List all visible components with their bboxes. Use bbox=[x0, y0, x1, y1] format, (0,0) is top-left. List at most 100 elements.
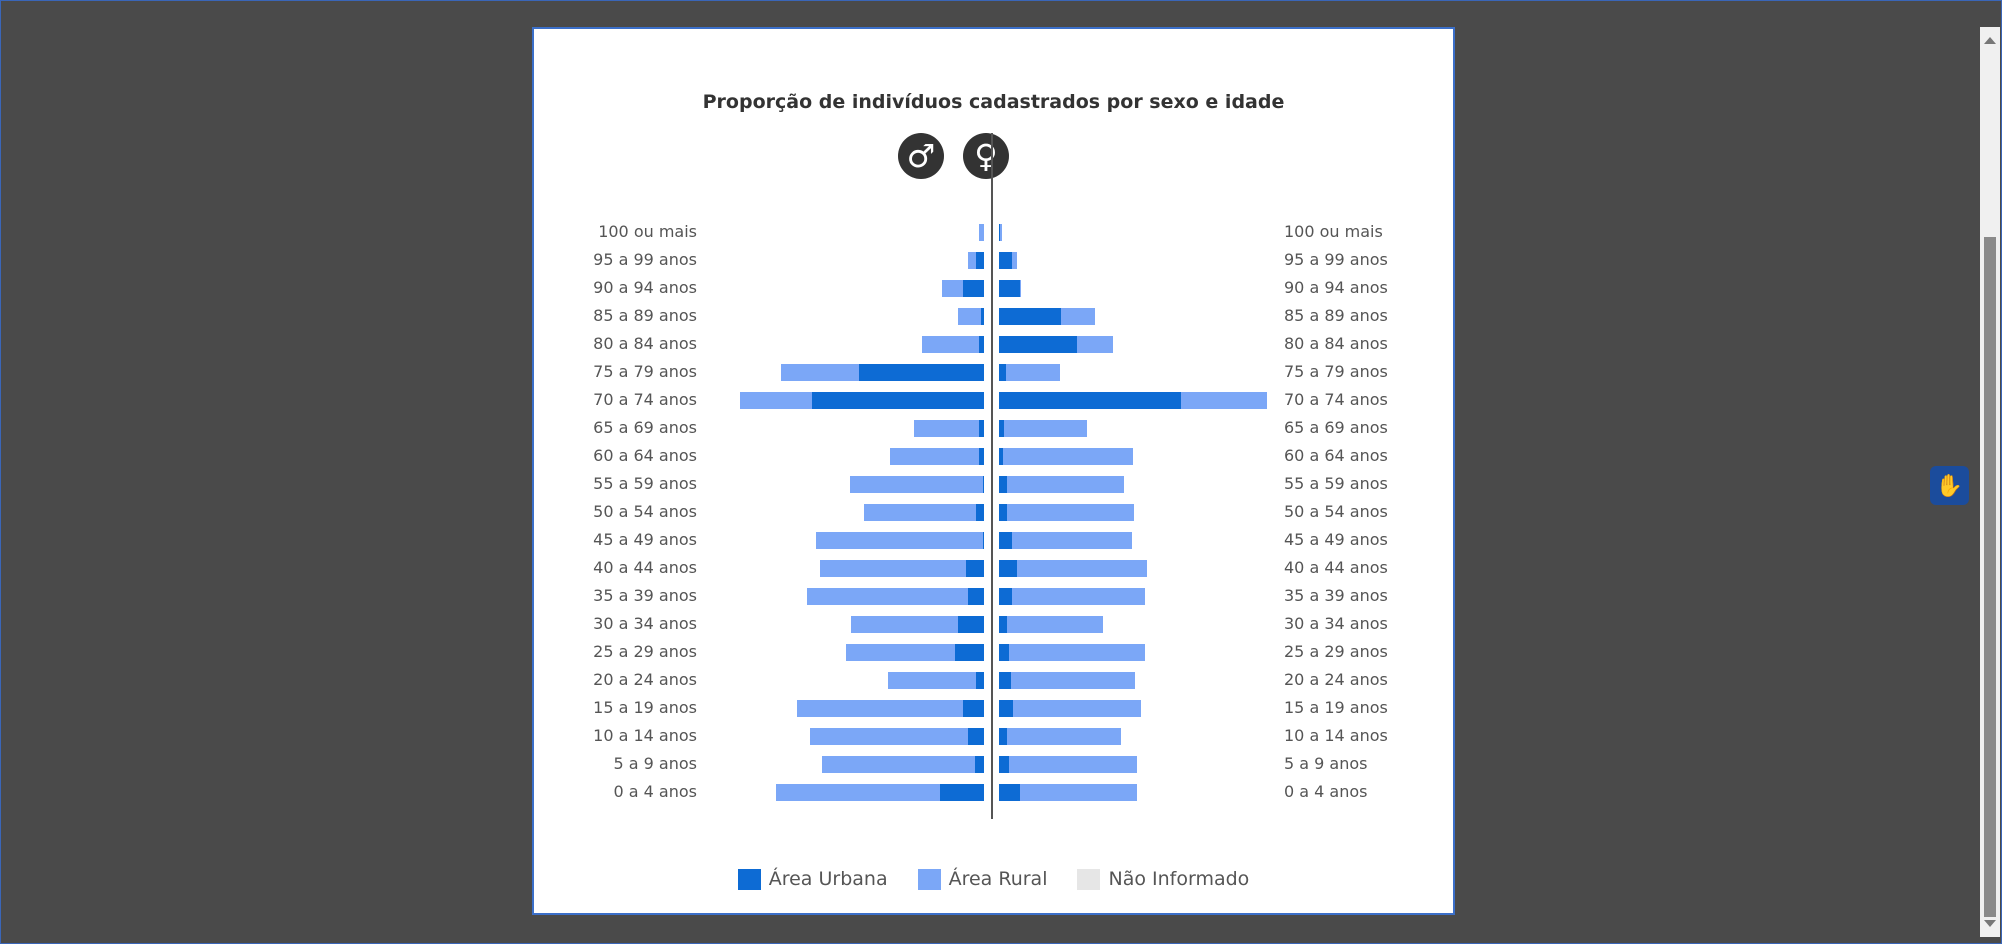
bar-male-rural[interactable] bbox=[776, 783, 940, 801]
age-label-right: 5 a 9 anos bbox=[1284, 754, 1368, 773]
bar-male-urbana[interactable] bbox=[978, 447, 984, 465]
bar-male-urbana[interactable] bbox=[978, 335, 984, 353]
bar-male-rural[interactable] bbox=[809, 727, 969, 745]
bar-female-urbana[interactable] bbox=[999, 307, 1062, 325]
bar-male-urbana[interactable] bbox=[976, 503, 984, 521]
bar-female-rural[interactable] bbox=[1009, 755, 1137, 773]
bar-male-urbana[interactable] bbox=[812, 391, 984, 409]
bar-male-urbana[interactable] bbox=[978, 419, 984, 437]
bar-male-urbana[interactable] bbox=[965, 559, 984, 577]
bar-female-rural[interactable] bbox=[1012, 531, 1132, 549]
bar-female-urbana[interactable] bbox=[999, 643, 1010, 661]
bar-female-urbana[interactable] bbox=[999, 363, 1006, 381]
bar-male-rural[interactable] bbox=[816, 531, 983, 549]
bar-female-urbana[interactable] bbox=[999, 727, 1007, 745]
bar-female-urbana[interactable] bbox=[999, 531, 1012, 549]
bar-female-urbana[interactable] bbox=[999, 419, 1005, 437]
bar-male-urbana[interactable] bbox=[968, 727, 984, 745]
legend-label-urbana: Área Urbana bbox=[768, 868, 888, 890]
age-label-left: 95 a 99 anos bbox=[593, 250, 697, 269]
bar-male-rural[interactable] bbox=[921, 335, 979, 353]
bar-female-urbana[interactable] bbox=[999, 391, 1181, 409]
scroll-down-arrow-icon[interactable] bbox=[1984, 920, 1996, 927]
bar-female-urbana[interactable] bbox=[999, 335, 1077, 353]
bar-female-urbana[interactable] bbox=[999, 783, 1020, 801]
bar-female-urbana[interactable] bbox=[999, 503, 1007, 521]
bar-female-rural[interactable] bbox=[1019, 783, 1137, 801]
bar-male-rural[interactable] bbox=[887, 671, 977, 689]
bar-male-urbana[interactable] bbox=[976, 251, 984, 269]
bar-male-urbana[interactable] bbox=[963, 699, 984, 717]
bar-female-rural[interactable] bbox=[1013, 699, 1141, 717]
bar-female-urbana[interactable] bbox=[999, 475, 1007, 493]
bar-female-urbana[interactable] bbox=[999, 447, 1003, 465]
bar-male-rural[interactable] bbox=[942, 279, 964, 297]
bar-female-rural[interactable] bbox=[1017, 559, 1148, 577]
bar-male-rural[interactable] bbox=[820, 559, 966, 577]
scroll-up-arrow-icon[interactable] bbox=[1984, 37, 1996, 44]
bar-male-rural[interactable] bbox=[890, 447, 979, 465]
page-scrollbar[interactable] bbox=[1980, 27, 2000, 937]
bar-male-urbana[interactable] bbox=[955, 643, 984, 661]
bar-female-urbana[interactable] bbox=[999, 223, 1001, 241]
bar-female-rural[interactable] bbox=[1012, 251, 1018, 269]
bar-male-urbana[interactable] bbox=[974, 755, 984, 773]
bar-female-urbana[interactable] bbox=[999, 279, 1020, 297]
bar-female-rural[interactable] bbox=[1010, 671, 1136, 689]
bar-female-rural[interactable] bbox=[1181, 391, 1267, 409]
bar-male-urbana[interactable] bbox=[981, 307, 984, 325]
bar-female-rural[interactable] bbox=[1006, 503, 1135, 521]
scrollbar-thumb[interactable] bbox=[1984, 237, 1996, 917]
bar-male-urbana[interactable] bbox=[968, 587, 984, 605]
bar-male-rural[interactable] bbox=[851, 615, 958, 633]
bar-male-rural[interactable] bbox=[958, 307, 982, 325]
bar-female-rural[interactable] bbox=[1006, 615, 1103, 633]
bar-male-rural[interactable] bbox=[850, 475, 983, 493]
bar-male-rural[interactable] bbox=[796, 699, 964, 717]
bar-female-rural[interactable] bbox=[1006, 727, 1122, 745]
bar-male-rural[interactable] bbox=[864, 503, 977, 521]
bar-male-rural[interactable] bbox=[739, 391, 813, 409]
bar-female-rural[interactable] bbox=[1009, 643, 1145, 661]
bar-female-rural[interactable] bbox=[1012, 587, 1145, 605]
age-label-left: 0 a 4 anos bbox=[613, 782, 698, 801]
bar-male-urbana[interactable] bbox=[982, 531, 984, 549]
bar-male-rural[interactable] bbox=[846, 643, 956, 661]
age-label-right: 30 a 34 anos bbox=[1284, 614, 1388, 633]
age-label-right: 65 a 69 anos bbox=[1284, 418, 1388, 437]
bar-female-rural[interactable] bbox=[1061, 307, 1096, 325]
bar-female-rural[interactable] bbox=[1002, 447, 1133, 465]
bar-male-rural[interactable] bbox=[807, 587, 969, 605]
bar-male-rural[interactable] bbox=[821, 755, 975, 773]
bar-female-urbana[interactable] bbox=[999, 699, 1014, 717]
bar-female-rural[interactable] bbox=[1004, 419, 1088, 437]
bar-female-urbana[interactable] bbox=[999, 559, 1018, 577]
age-label-right: 20 a 24 anos bbox=[1284, 670, 1388, 689]
bar-male-urbana[interactable] bbox=[982, 475, 984, 493]
age-label-right: 40 a 44 anos bbox=[1284, 558, 1388, 577]
bar-female-rural[interactable] bbox=[1000, 223, 1002, 241]
bar-male-rural[interactable] bbox=[978, 223, 984, 241]
bar-male-rural[interactable] bbox=[781, 363, 860, 381]
bar-female-rural[interactable] bbox=[1077, 335, 1114, 353]
bar-male-rural[interactable] bbox=[913, 419, 979, 437]
age-label-left: 40 a 44 anos bbox=[593, 558, 697, 577]
bar-male-urbana[interactable] bbox=[958, 615, 984, 633]
bar-male-rural[interactable] bbox=[968, 251, 977, 269]
bar-male-urbana[interactable] bbox=[963, 279, 984, 297]
bar-female-urbana[interactable] bbox=[999, 671, 1011, 689]
bar-female-rural[interactable] bbox=[1005, 363, 1061, 381]
age-label-right: 35 a 39 anos bbox=[1284, 586, 1388, 605]
bar-male-urbana[interactable] bbox=[939, 783, 984, 801]
bar-female-urbana[interactable] bbox=[999, 615, 1007, 633]
bar-female-urbana[interactable] bbox=[999, 755, 1010, 773]
bar-female-urbana[interactable] bbox=[999, 251, 1012, 269]
age-label-left: 85 a 89 anos bbox=[593, 306, 697, 325]
sign-language-accessibility-button[interactable]: ✋ bbox=[1930, 466, 1969, 505]
bar-female-rural[interactable] bbox=[1006, 475, 1124, 493]
bar-female-rural[interactable] bbox=[1019, 279, 1022, 297]
legend-swatch-nao-informado bbox=[1077, 868, 1101, 890]
bar-male-urbana[interactable] bbox=[976, 671, 984, 689]
bar-female-urbana[interactable] bbox=[999, 587, 1012, 605]
bar-male-urbana[interactable] bbox=[859, 363, 984, 381]
